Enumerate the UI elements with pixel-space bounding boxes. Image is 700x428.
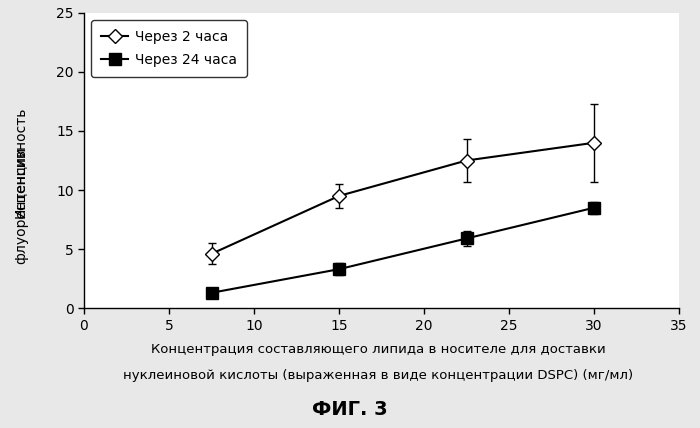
- Text: Концентрация составляющего липида в носителе для доставки: Концентрация составляющего липида в носи…: [150, 343, 606, 356]
- Legend: Через 2 часа, Через 24 часа: Через 2 часа, Через 24 часа: [91, 20, 247, 77]
- Text: нуклеиновой кислоты (выраженная в виде концентрации DSPC) (мг/мл): нуклеиновой кислоты (выраженная в виде к…: [123, 369, 633, 382]
- Text: Интенсивность: Интенсивность: [14, 107, 28, 218]
- Text: флуоресценции: флуоресценции: [14, 147, 28, 264]
- Text: ФИГ. 3: ФИГ. 3: [312, 400, 388, 419]
